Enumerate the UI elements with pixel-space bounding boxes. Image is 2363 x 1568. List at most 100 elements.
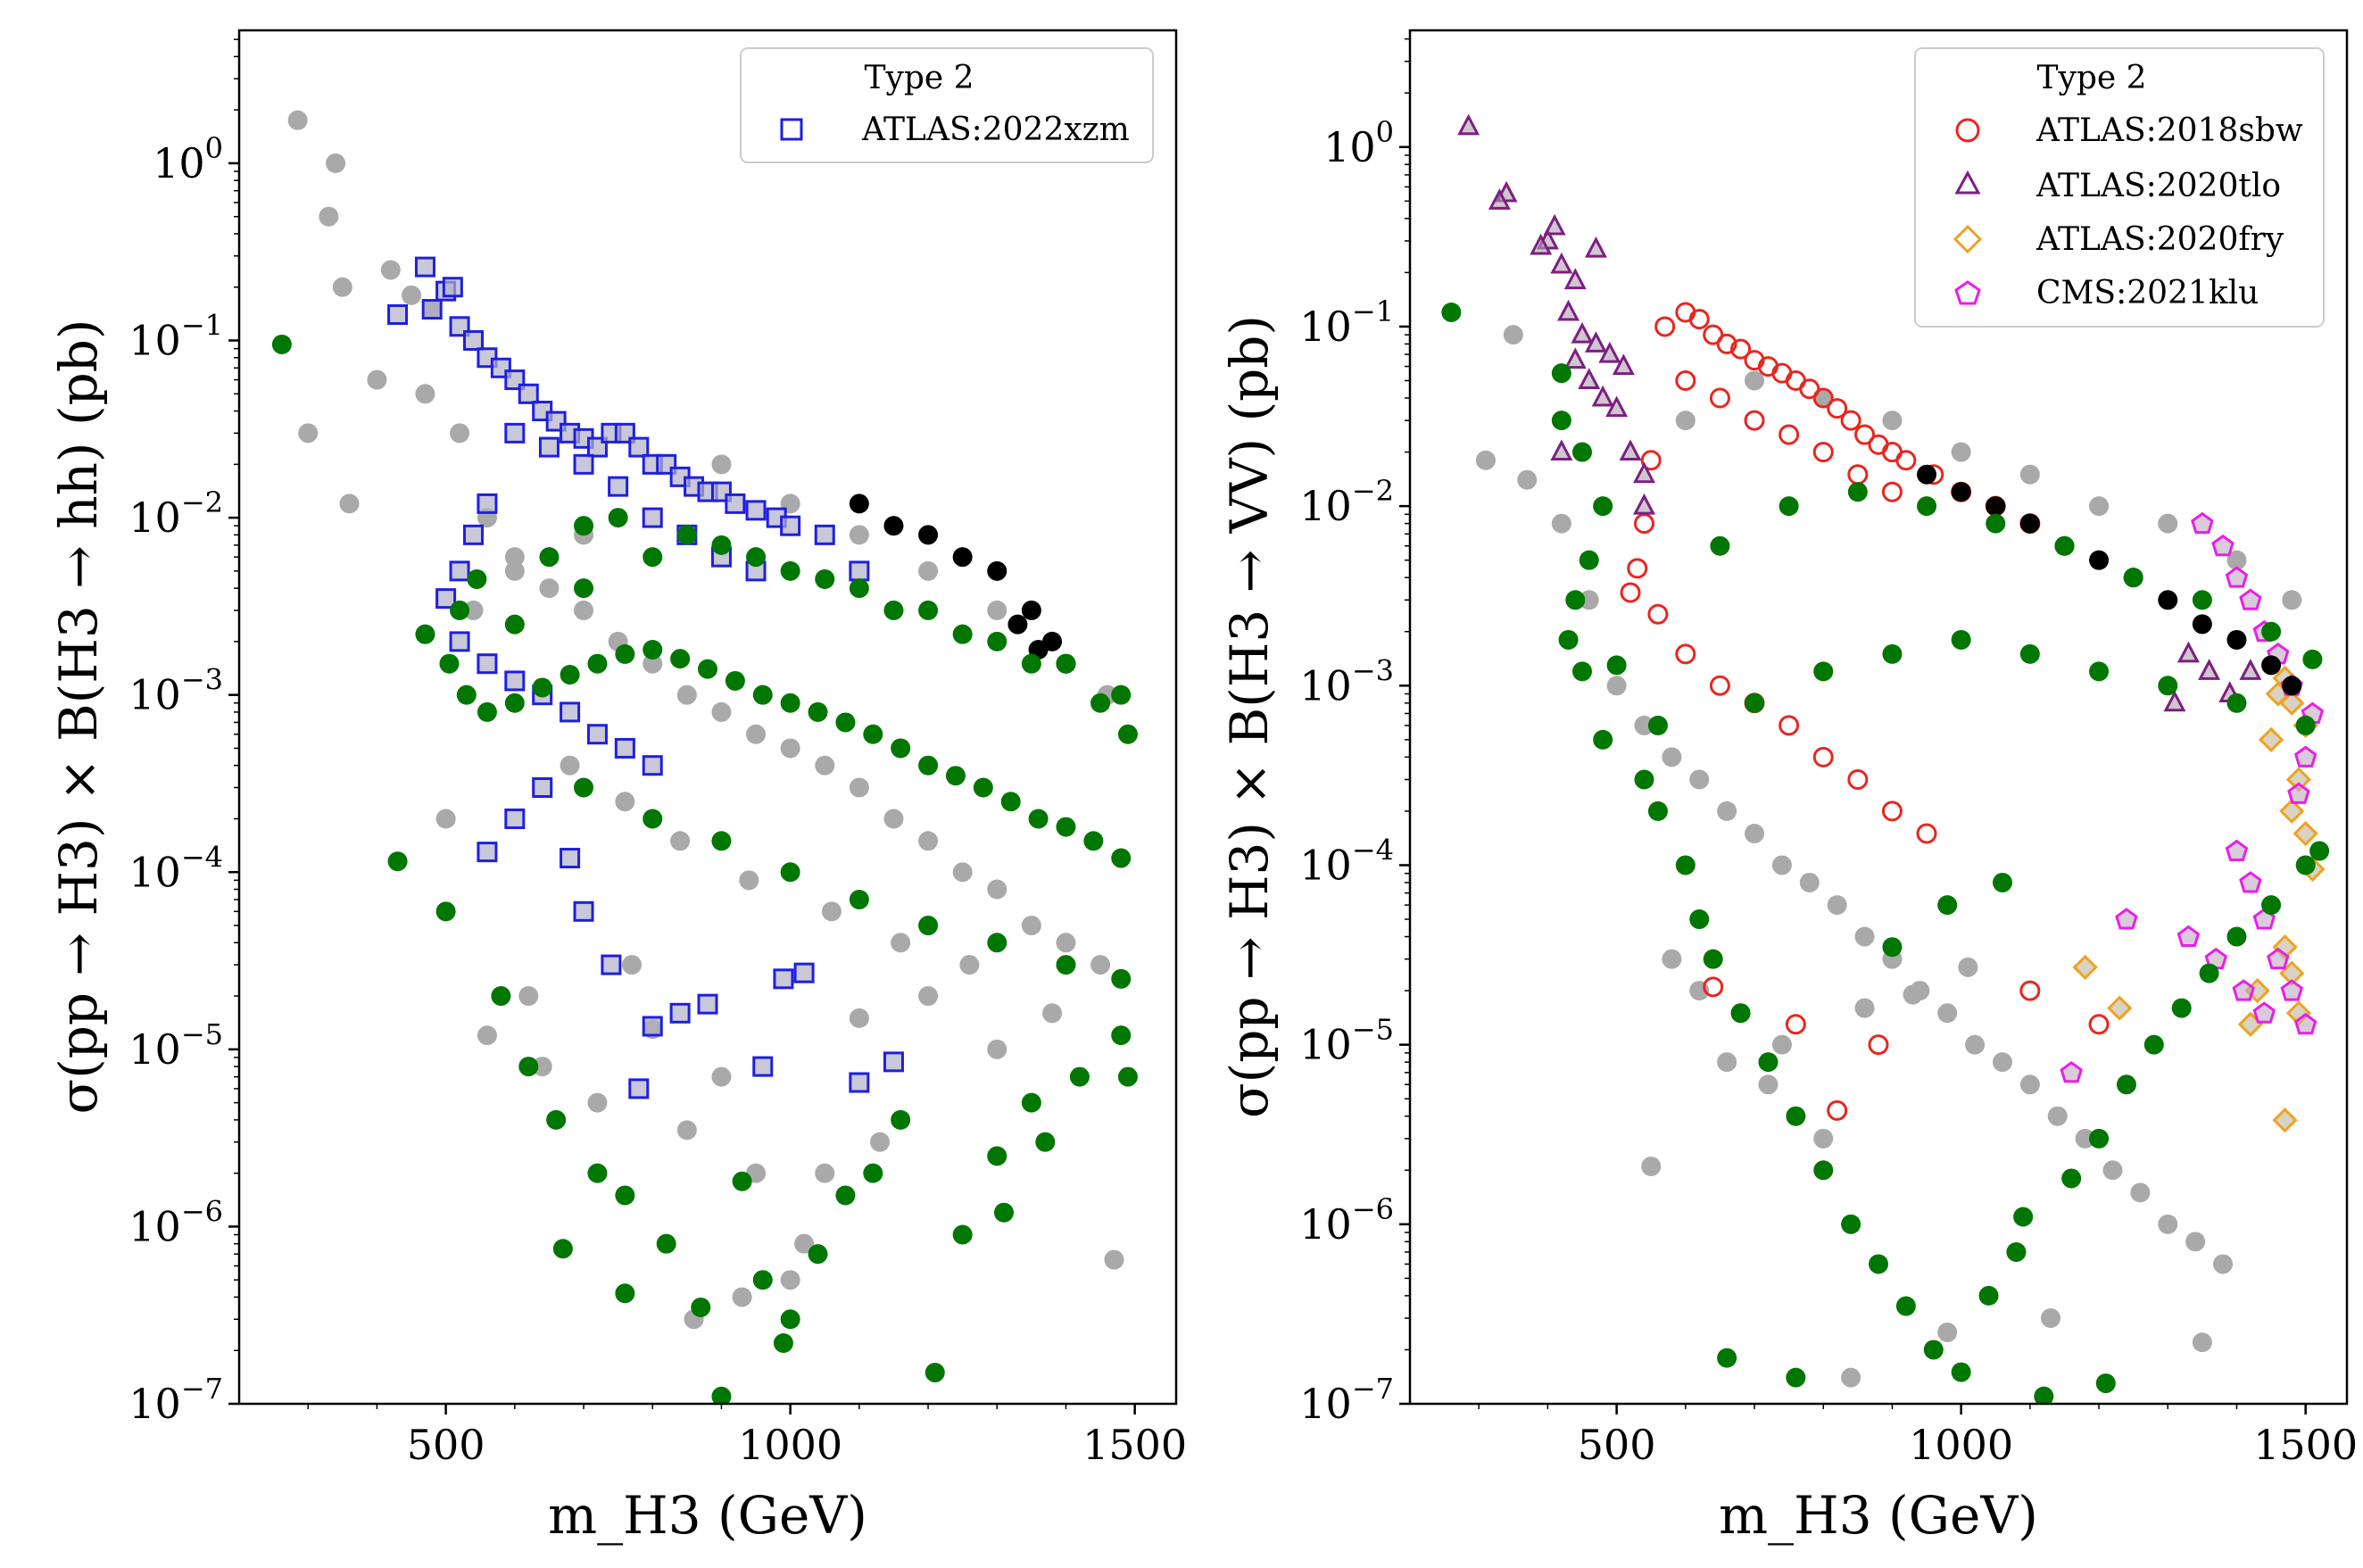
point-1-2-5 xyxy=(1530,233,1553,255)
point-0-1-48 xyxy=(601,954,622,975)
point-1-2-8 xyxy=(1584,236,1607,258)
point-1-6-28 xyxy=(2089,1128,2110,1149)
point-1-2-2 xyxy=(1488,188,1511,210)
point-1-0-30 xyxy=(1758,1074,1778,1095)
point-0-1-46 xyxy=(560,848,581,869)
point-0-0-46 xyxy=(504,560,525,581)
y-tick-label-1-1: 10−1 xyxy=(1299,295,1394,351)
point-0-3-35 xyxy=(918,600,939,620)
point-1-6-32 xyxy=(2199,963,2219,983)
point-1-4-18 xyxy=(2232,979,2255,1001)
point-0-3-84 xyxy=(883,600,904,620)
point-1-1-40 xyxy=(1881,801,1903,822)
point-0-1-56 xyxy=(773,968,794,990)
right-plot-area xyxy=(1441,113,2330,1404)
point-1-6-57 xyxy=(1882,937,1903,958)
point-0-1-4 xyxy=(421,299,443,320)
point-0-1-60 xyxy=(573,453,594,475)
point-1-6-18 xyxy=(1813,1160,1834,1181)
right-legend-box xyxy=(1914,47,2325,328)
point-0-3-3 xyxy=(450,600,470,620)
left-legend-marker-square xyxy=(780,118,803,141)
point-0-0-28 xyxy=(1021,916,1041,936)
x-tick-label-1-1: 1000 xyxy=(1909,1421,2013,1469)
point-0-0-6 xyxy=(367,369,387,390)
point-0-3-1 xyxy=(415,624,435,644)
point-1-0-4 xyxy=(1579,590,1599,610)
point-1-6-8 xyxy=(1572,661,1593,682)
point-1-6-54 xyxy=(2261,621,2282,642)
point-1-1-42 xyxy=(1827,1099,1848,1121)
point-0-0-8 xyxy=(402,285,422,305)
point-1-4-9 xyxy=(2287,782,2310,804)
point-0-3-59 xyxy=(780,1309,800,1330)
point-1-2-19 xyxy=(1633,461,1655,484)
point-0-2-4 xyxy=(987,560,1007,581)
point-1-1-14 xyxy=(1854,424,1876,445)
point-0-1-30 xyxy=(849,560,870,582)
point-1-2-21 xyxy=(1633,493,1655,515)
right-legend-label-atlas-2018sbw: ATLAS:2018sbw xyxy=(2035,112,2303,149)
point-0-3-23 xyxy=(945,766,966,786)
point-1-5-7 xyxy=(2158,590,2178,610)
y-tick-label-0-5: 10−5 xyxy=(129,1017,223,1074)
point-1-1-17 xyxy=(1895,450,1917,471)
point-1-0-49 xyxy=(1771,1034,1792,1055)
point-0-1-39 xyxy=(560,701,581,723)
point-1-1-4 xyxy=(1716,333,1737,354)
point-1-1-28 xyxy=(1881,481,1903,502)
point-0-0-4 xyxy=(339,494,360,514)
point-0-3-52 xyxy=(546,1109,567,1130)
point-1-0-10 xyxy=(1745,824,1765,844)
point-1-6-29 xyxy=(2116,1074,2136,1095)
point-1-1-41 xyxy=(1916,823,1937,844)
point-1-1-23 xyxy=(1709,387,1730,409)
point-1-0-50 xyxy=(1854,998,1875,1018)
point-1-0-3 xyxy=(1551,513,1571,534)
point-1-6-49 xyxy=(1917,496,1937,517)
point-0-0-48 xyxy=(711,454,732,475)
point-0-3-50 xyxy=(491,986,511,1007)
point-0-3-55 xyxy=(656,1233,676,1254)
point-0-1-6 xyxy=(463,330,484,352)
point-0-0-59 xyxy=(821,901,842,922)
point-1-6-12 xyxy=(1675,855,1696,875)
point-0-0-35 xyxy=(794,1233,815,1254)
point-0-3-72 xyxy=(773,1333,793,1354)
y-tick-label-1-4: 10−4 xyxy=(1299,833,1394,889)
point-1-2-7 xyxy=(1563,268,1587,290)
point-0-3-69 xyxy=(1111,1025,1132,1046)
point-0-3-87 xyxy=(1090,693,1111,713)
y-tick-label-1-3: 10−3 xyxy=(1299,653,1394,709)
point-1-0-0 xyxy=(1475,450,1496,470)
point-1-0-18 xyxy=(1965,1034,1986,1055)
point-0-0-52 xyxy=(987,600,1007,620)
point-1-1-35 xyxy=(1709,675,1730,696)
point-1-1-12 xyxy=(1827,398,1848,419)
y-tick-label-1-7: 10−7 xyxy=(1299,1372,1394,1428)
point-1-4-21 xyxy=(2115,908,2138,930)
point-1-0-29 xyxy=(1717,1052,1737,1073)
point-0-3-21 xyxy=(891,738,911,759)
point-0-3-13 xyxy=(670,649,691,669)
point-1-6-19 xyxy=(1841,1214,1861,1234)
point-0-2-3 xyxy=(952,547,973,568)
point-0-0-67 xyxy=(732,1287,752,1307)
point-0-1-58 xyxy=(504,422,526,444)
y-tick-label-1-0: 100 xyxy=(1323,115,1394,171)
point-1-2-13 xyxy=(1612,353,1635,376)
point-0-3-7 xyxy=(504,693,525,713)
point-1-1-45 xyxy=(1703,976,1724,998)
point-0-1-53 xyxy=(849,1072,870,1093)
point-0-1-35 xyxy=(449,631,470,652)
point-0-1-49 xyxy=(642,1016,663,1037)
point-1-1-11 xyxy=(1812,387,1834,409)
point-1-6-17 xyxy=(1786,1106,1806,1126)
point-1-0-27 xyxy=(2213,1254,2234,1274)
point-0-0-3 xyxy=(298,423,319,444)
point-0-3-46 xyxy=(1056,955,1076,975)
point-1-0-5 xyxy=(1606,676,1627,696)
point-1-0-23 xyxy=(2102,1160,2123,1181)
point-0-3-16 xyxy=(752,684,773,705)
left-y-axis-title: σ(pp → H3) × B(H3 → hh) (pb) xyxy=(48,319,109,1114)
